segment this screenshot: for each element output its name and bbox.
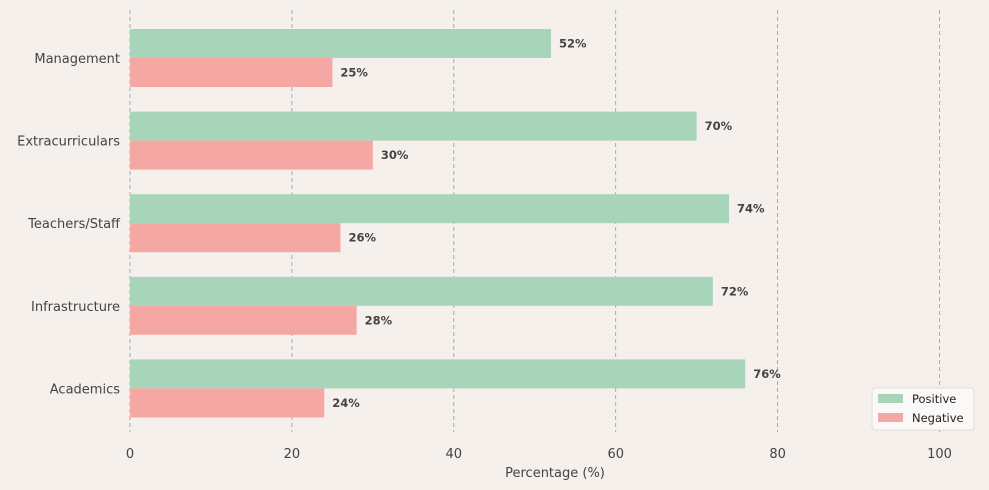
legend-label-positive: Positive: [912, 392, 956, 406]
x-tick-label-40: 40: [446, 447, 463, 462]
bar-positive-management: [130, 29, 551, 58]
bar-negative-management: [130, 58, 333, 87]
bar-positive-academics: [130, 359, 746, 389]
x-tick-label-60: 60: [607, 447, 624, 462]
bar-positive-teachers-staff: [130, 194, 730, 224]
value-label-positive-management: 52%: [559, 37, 587, 51]
value-label-positive-extracurriculars: 70%: [705, 119, 733, 133]
value-label-negative-extracurriculars: 30%: [381, 148, 409, 162]
category-label-extracurriculars: Extracurriculars: [17, 135, 120, 150]
bar-negative-academics: [130, 388, 325, 418]
category-label-management: Management: [34, 52, 120, 67]
x-axis-title: Percentage (%): [505, 466, 605, 481]
category-labels: Management Extracurriculars Teachers/Staff…: [17, 52, 121, 397]
legend-label-negative: Negative: [912, 411, 964, 425]
bar-negative-extracurriculars: [130, 140, 373, 170]
x-tick-label-0: 0: [126, 447, 134, 462]
x-tick-label-20: 20: [284, 447, 301, 462]
bar-positive-extracurriculars: [130, 111, 697, 141]
x-tick-label-100: 100: [927, 447, 952, 462]
bars: [130, 29, 746, 418]
value-label-positive-infrastructure: 72%: [721, 284, 749, 298]
value-label-positive-academics: 76%: [753, 367, 781, 381]
value-label-negative-management: 25%: [340, 66, 368, 80]
bar-negative-teachers-staff: [130, 223, 341, 253]
value-labels: 52% 25% 70% 30% 74% 26% 72% 28% 76% 24%: [332, 37, 781, 410]
legend-swatch-negative: [878, 413, 903, 422]
legend-swatch-positive: [878, 394, 903, 403]
x-tick-label-80: 80: [769, 447, 786, 462]
category-label-teachers-staff: Teachers/Staff: [27, 217, 121, 232]
x-tick-labels: 0 20 40 60 80 100: [126, 447, 952, 462]
value-label-negative-infrastructure: 28%: [365, 313, 393, 327]
bar-positive-infrastructure: [130, 276, 713, 306]
legend: Positive Negative: [871, 387, 975, 431]
category-label-academics: Academics: [50, 382, 120, 397]
value-label-negative-academics: 24%: [332, 396, 360, 410]
bar-negative-infrastructure: [130, 305, 357, 335]
value-label-negative-teachers-staff: 26%: [348, 231, 376, 245]
value-label-positive-teachers-staff: 74%: [737, 202, 765, 216]
category-label-infrastructure: Infrastructure: [31, 300, 120, 315]
